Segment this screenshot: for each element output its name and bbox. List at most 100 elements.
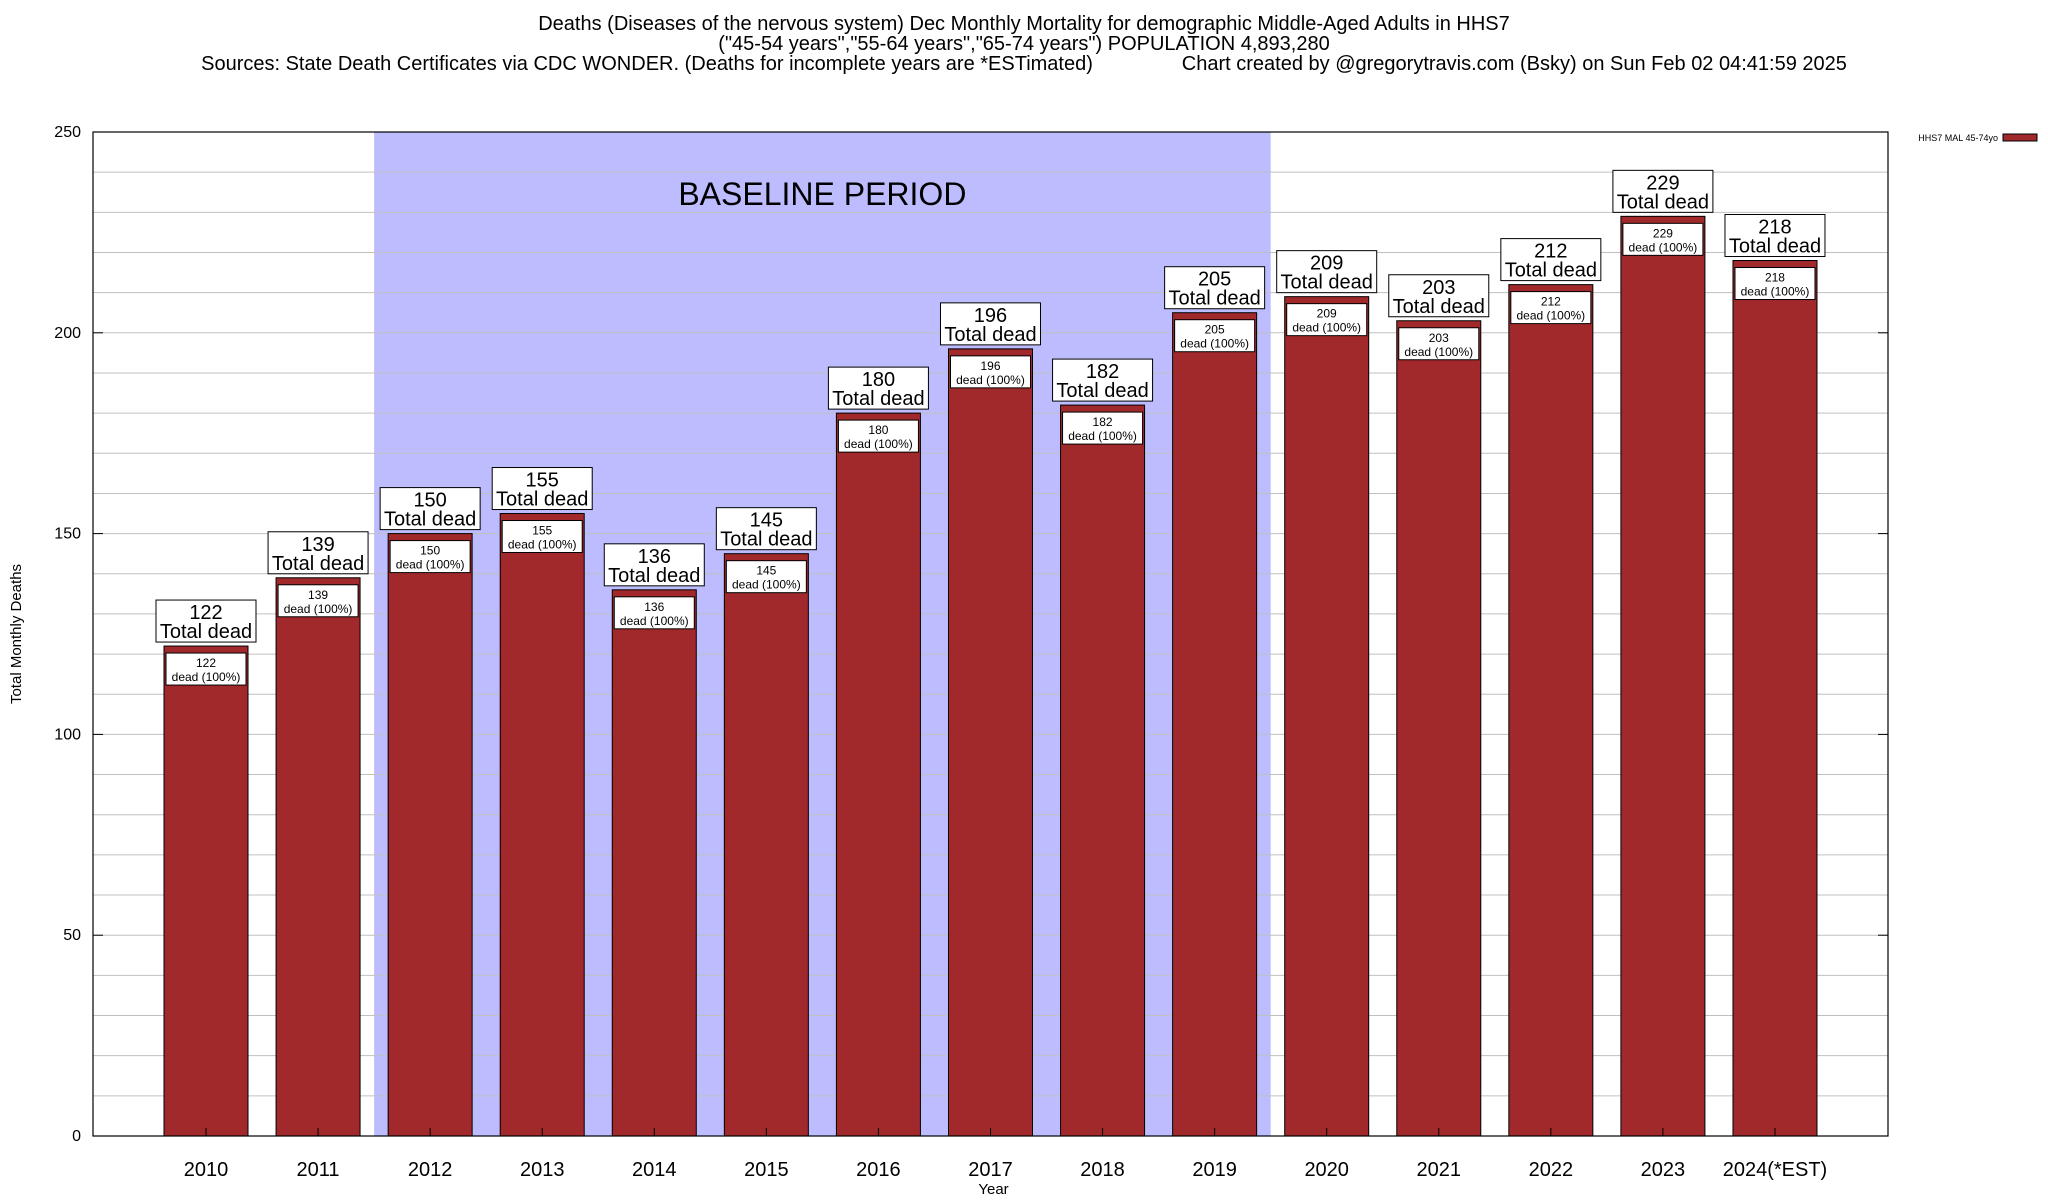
bar-total-label-box bbox=[603, 543, 705, 587]
bar-inner-dead-label: dead (100%) bbox=[844, 437, 913, 451]
x-tick-label-2016: 2016 bbox=[856, 1159, 901, 1181]
bar-inner-dead-label: dead (100%) bbox=[284, 602, 353, 616]
bar-inner-label-box bbox=[1734, 267, 1816, 301]
bar-total-label-box bbox=[827, 366, 929, 410]
x-tick-label-2012: 2012 bbox=[408, 1159, 453, 1181]
y-tick-label: 0 bbox=[72, 1128, 81, 1145]
bar-inner-label-box bbox=[1622, 222, 1704, 256]
bar-inner-value-label: 182 bbox=[1093, 415, 1113, 429]
y-tick-label: 50 bbox=[63, 927, 81, 944]
bar-total-value-label: 150 bbox=[413, 490, 446, 512]
y-tick-label: 150 bbox=[54, 526, 81, 543]
bar-inner-label-box bbox=[165, 652, 247, 686]
bar-total-dead-label: Total dead bbox=[1168, 288, 1260, 310]
bar-total-label-box bbox=[1612, 169, 1714, 213]
bar-total-value-label: 136 bbox=[638, 546, 671, 568]
bar-2024(*EST) bbox=[1732, 260, 1818, 1137]
bar-total-value-label: 145 bbox=[750, 510, 783, 532]
bar-2022 bbox=[1508, 284, 1594, 1137]
bar-total-dead-label: Total dead bbox=[944, 324, 1036, 346]
bar-inner-dead-label: dead (100%) bbox=[396, 558, 465, 572]
bar-2020 bbox=[1284, 296, 1370, 1137]
chart-title-line-2: ("45-54 years","55-64 years","65-74 year… bbox=[718, 33, 1330, 55]
baseline-period-label: BASELINE PERIOD bbox=[678, 176, 966, 212]
bar-total-dead-label: Total dead bbox=[1729, 236, 1821, 258]
bar-total-label-box bbox=[1164, 266, 1266, 310]
bar-total-dead-label: Total dead bbox=[496, 489, 588, 511]
bar-2014 bbox=[611, 589, 697, 1137]
plot-frame bbox=[92, 131, 1889, 1137]
bar-inner-value-label: 196 bbox=[980, 359, 1000, 373]
x-tick-label-2013: 2013 bbox=[520, 1159, 565, 1181]
bar-total-dead-label: Total dead bbox=[608, 565, 700, 587]
bar-total-label-box bbox=[1388, 274, 1490, 318]
bar-inner-dead-label: dead (100%) bbox=[1741, 285, 1810, 299]
bar-inner-label-box bbox=[725, 560, 807, 594]
bar-total-label-box bbox=[1276, 250, 1378, 294]
bar-inner-label-box bbox=[1062, 411, 1144, 445]
bar-inner-value-label: 145 bbox=[756, 564, 776, 578]
bar-inner-value-label: 205 bbox=[1205, 323, 1225, 337]
bar-inner-value-label: 209 bbox=[1317, 307, 1337, 321]
bar-total-dead-label: Total dead bbox=[1505, 260, 1597, 282]
x-tick-label-2015: 2015 bbox=[744, 1159, 789, 1181]
y-tick-label: 200 bbox=[54, 325, 81, 342]
bar-inner-value-label: 139 bbox=[308, 588, 328, 602]
x-tick-label-2019: 2019 bbox=[1192, 1159, 1237, 1181]
bar-inner-value-label: 229 bbox=[1653, 226, 1673, 240]
bar-total-value-label: 196 bbox=[974, 305, 1007, 327]
bar-2018 bbox=[1060, 404, 1146, 1137]
bar-total-value-label: 229 bbox=[1646, 172, 1679, 194]
bar-inner-value-label: 136 bbox=[644, 600, 664, 614]
bar-inner-dead-label: dead (100%) bbox=[1068, 429, 1137, 443]
x-tick-label-2010: 2010 bbox=[184, 1159, 229, 1181]
y-tick-label: 250 bbox=[54, 124, 81, 141]
x-axis-title: Year bbox=[978, 1181, 1008, 1198]
bar-inner-label-box bbox=[1398, 327, 1480, 361]
x-tick-label-2024(*EST): 2024(*EST) bbox=[1723, 1159, 1828, 1181]
chart-title-block: Deaths (Diseases of the nervous system) … bbox=[0, 14, 2048, 74]
bar-total-label-box bbox=[379, 487, 481, 531]
bar-inner-value-label: 203 bbox=[1429, 331, 1449, 345]
chart-title-line-1: Deaths (Diseases of the nervous system) … bbox=[538, 13, 1510, 35]
bar-inner-label-box bbox=[837, 419, 919, 453]
bar-total-value-label: 209 bbox=[1310, 253, 1343, 275]
bar-inner-value-label: 155 bbox=[532, 524, 552, 538]
bar-2016 bbox=[835, 412, 921, 1137]
bar-total-dead-label: Total dead bbox=[1056, 380, 1148, 402]
bar-inner-dead-label: dead (100%) bbox=[956, 373, 1025, 387]
bar-total-label-box bbox=[1052, 358, 1154, 402]
bar-total-label-box bbox=[491, 467, 593, 511]
bar-total-dead-label: Total dead bbox=[1281, 272, 1373, 294]
bar-total-value-label: 182 bbox=[1086, 361, 1119, 383]
bar-total-dead-label: Total dead bbox=[384, 509, 476, 531]
bar-total-dead-label: Total dead bbox=[1617, 191, 1709, 213]
x-tick-label-2021: 2021 bbox=[1417, 1159, 1462, 1181]
bar-inner-value-label: 122 bbox=[196, 656, 216, 670]
bar-total-value-label: 155 bbox=[526, 470, 559, 492]
bar-inner-label-box bbox=[277, 584, 359, 618]
bar-total-label-box bbox=[1724, 214, 1826, 258]
bar-2012 bbox=[387, 533, 473, 1137]
bar-total-dead-label: Total dead bbox=[832, 388, 924, 410]
x-tick-label-2011: 2011 bbox=[297, 1159, 340, 1181]
x-tick-label-2020: 2020 bbox=[1304, 1159, 1349, 1181]
bar-total-value-label: 139 bbox=[301, 534, 334, 556]
bar-inner-label-box bbox=[389, 540, 471, 574]
bar-total-label-box bbox=[715, 507, 817, 551]
y-axis-title: Total Monthly Deaths bbox=[8, 564, 25, 704]
bar-2013 bbox=[499, 513, 585, 1137]
bar-total-value-label: 218 bbox=[1758, 217, 1791, 239]
y-tick-label: 100 bbox=[54, 726, 81, 743]
bar-2021 bbox=[1396, 320, 1482, 1137]
bar-inner-label-box bbox=[949, 355, 1031, 389]
bar-inner-dead-label: dead (100%) bbox=[1404, 345, 1473, 359]
bar-2023 bbox=[1620, 215, 1706, 1137]
bar-inner-label-box bbox=[501, 520, 583, 554]
bar-total-value-label: 203 bbox=[1422, 277, 1455, 299]
bar-inner-dead-label: dead (100%) bbox=[1629, 240, 1698, 254]
bar-inner-value-label: 150 bbox=[420, 544, 440, 558]
chart-title-line-3: Sources: State Death Certificates via CD… bbox=[201, 53, 1847, 75]
bar-total-dead-label: Total dead bbox=[160, 621, 252, 643]
bar-total-label-box bbox=[267, 531, 369, 575]
